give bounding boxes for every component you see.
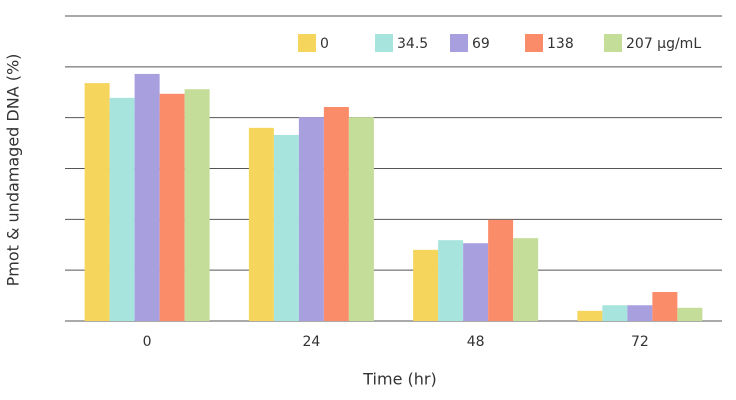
x-tick-label: 24 (302, 334, 320, 350)
bar (323, 106, 349, 321)
bar (652, 292, 678, 321)
bar (248, 127, 274, 321)
legend-swatch (525, 34, 543, 52)
bar (273, 134, 299, 321)
x-tick-label: 72 (631, 334, 649, 350)
bar (602, 305, 628, 321)
y-axis-label: Pmot & undamaged DNA (%) (4, 54, 23, 287)
x-tick-label: 48 (467, 334, 485, 350)
legend-swatch (604, 34, 622, 52)
legend-swatch (298, 34, 316, 52)
bar (438, 240, 464, 321)
bar (184, 89, 210, 321)
legend-label: 34.5 (397, 36, 428, 52)
bar (109, 97, 135, 321)
bar (677, 307, 703, 321)
bar (159, 93, 185, 322)
bar (577, 310, 603, 321)
bar (463, 243, 489, 321)
bar (348, 117, 374, 322)
legend-label: 0 (320, 36, 329, 52)
bar (488, 219, 514, 321)
legend-swatch (375, 34, 393, 52)
legend-label: 69 (472, 36, 490, 52)
bar (298, 117, 324, 322)
bar (627, 305, 653, 321)
bar (413, 249, 439, 321)
x-tick-label: 0 (143, 334, 152, 350)
legend-label: 138 (547, 36, 574, 52)
bar (134, 73, 160, 321)
x-axis-label: Time (hr) (362, 370, 436, 389)
legend-swatch (450, 34, 468, 52)
legend-label: 207 μg/mL (626, 36, 701, 52)
bar (513, 238, 539, 321)
bar (84, 83, 110, 321)
